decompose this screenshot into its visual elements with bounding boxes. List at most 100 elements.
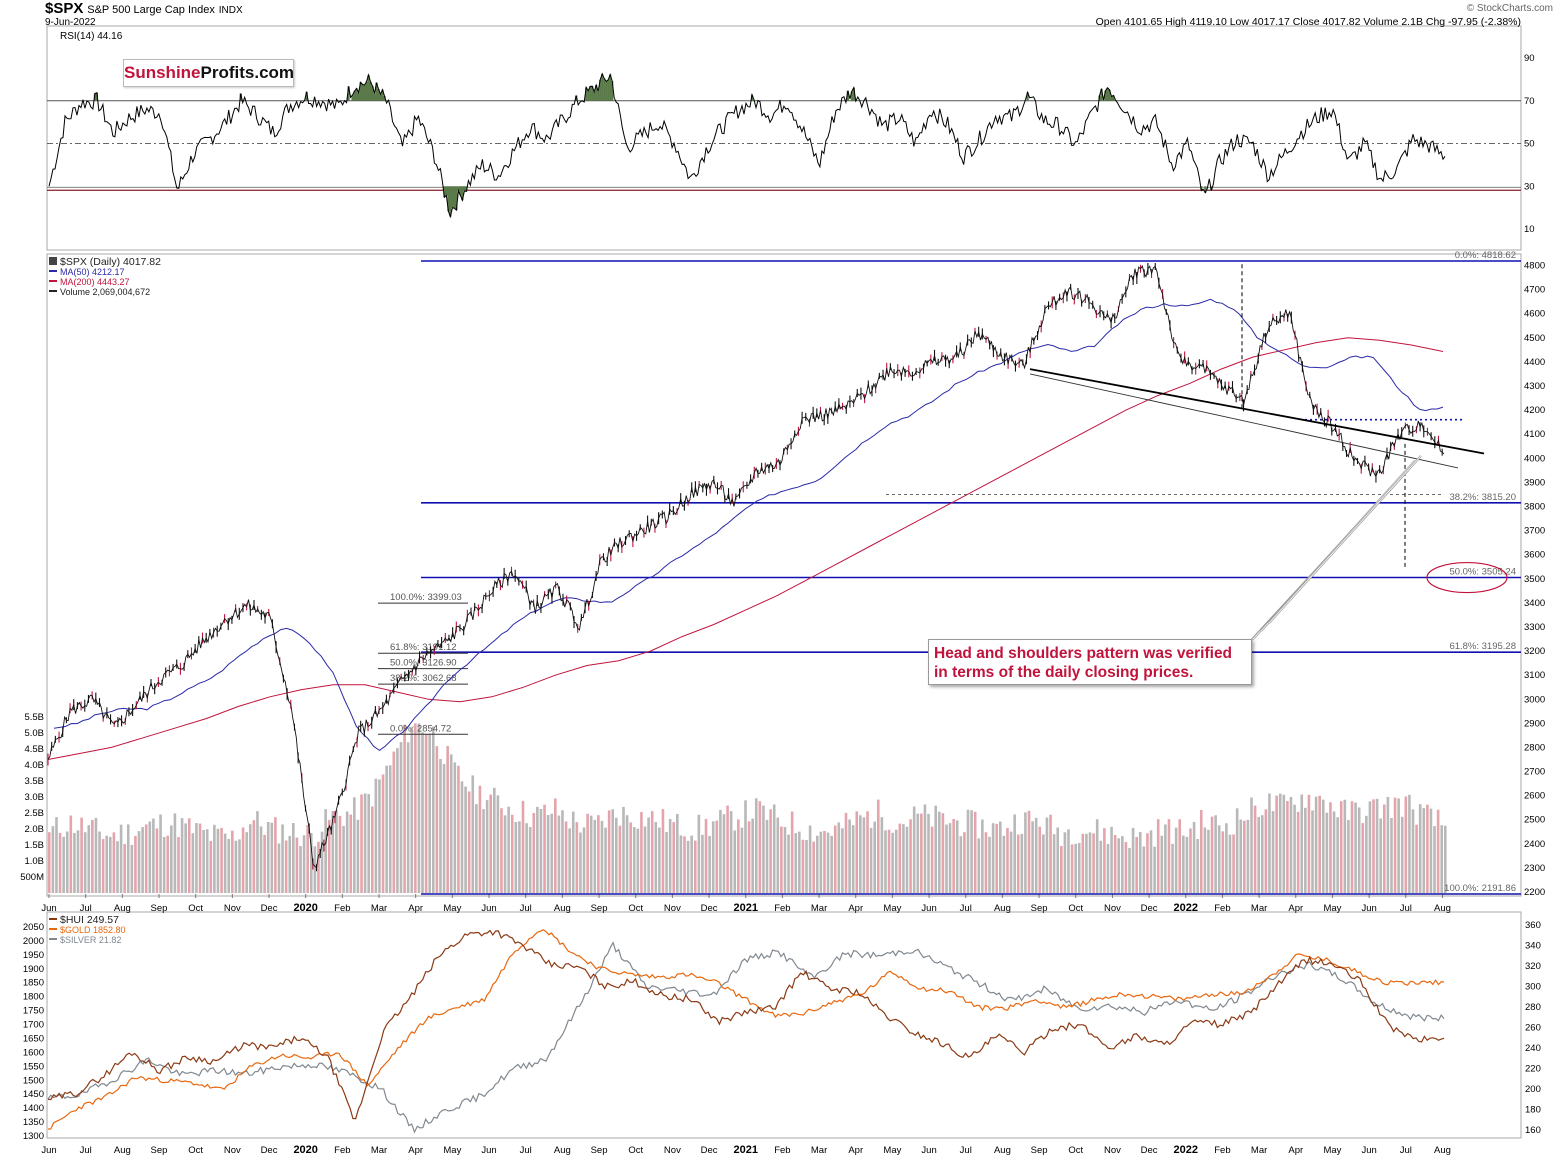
volume-bar	[1153, 846, 1156, 893]
x-tick-label: Jul	[960, 903, 972, 914]
volume-bar	[485, 800, 489, 893]
volume-bar	[532, 813, 536, 893]
volume-bar	[241, 827, 245, 893]
volume-bar	[1390, 817, 1393, 893]
volume-bar	[302, 835, 306, 893]
volume-bar	[180, 818, 184, 893]
volume-bar	[586, 813, 589, 893]
volume-bar	[73, 832, 76, 893]
volume-bar	[1099, 840, 1103, 893]
rsi-tick-label: 30	[1524, 181, 1535, 192]
neckline-main	[1029, 368, 1485, 455]
volume-bar	[320, 831, 324, 893]
volume-bar	[844, 812, 848, 893]
volume-bar	[428, 733, 432, 893]
volume-bar	[1131, 827, 1135, 893]
volume-bar	[1250, 797, 1253, 893]
metals-left-tick: 1700	[23, 1020, 44, 1031]
rsi-tick-label: 70	[1524, 96, 1535, 107]
volume-tick-label: 1.0B	[24, 856, 44, 867]
volume-bar	[704, 818, 708, 893]
volume-bar	[166, 835, 170, 893]
volume-bar	[1185, 836, 1189, 893]
metals-left-tick: 1450	[23, 1089, 44, 1100]
volume-bar	[1293, 804, 1296, 893]
volume-bar	[823, 831, 826, 893]
volume-bar	[1074, 843, 1077, 893]
volume-bar	[187, 818, 191, 893]
volume-bar	[1207, 829, 1210, 893]
volume-bar	[851, 825, 855, 893]
volume-bar	[1034, 817, 1038, 893]
volume-bar	[726, 805, 729, 893]
metals-x-tick-label: Feb	[334, 1145, 350, 1156]
volume-bar	[238, 839, 241, 893]
volume-bar	[1063, 832, 1067, 893]
volume-bar	[367, 794, 370, 893]
volume-bar	[679, 835, 683, 893]
volume-bar	[220, 827, 223, 893]
metals-x-tick-label: Jun	[921, 1145, 936, 1156]
volume-bar	[421, 732, 424, 893]
volume-bar	[1221, 831, 1225, 893]
volume-bar	[625, 815, 629, 893]
volume-bar	[453, 762, 457, 893]
x-tick-label: 2020	[293, 902, 317, 914]
volume-bar	[826, 832, 830, 893]
x-tick-label: May	[883, 903, 901, 914]
volume-bar	[62, 836, 65, 893]
volume-bar	[1135, 836, 1138, 893]
volume-bar	[1354, 802, 1357, 893]
volume-bar	[1024, 812, 1027, 893]
volume-bar	[177, 837, 180, 893]
volume-bar	[898, 823, 902, 893]
stockcharts-credit[interactable]: © StockCharts.com	[1466, 3, 1553, 14]
volume-bar	[1300, 794, 1304, 893]
volume-bar	[1232, 834, 1235, 893]
volume-bar	[607, 810, 611, 893]
volume-bar	[521, 800, 525, 893]
volume-bar	[701, 834, 704, 893]
x-tick-label: Feb	[1214, 903, 1230, 914]
volume-bar	[457, 765, 460, 893]
volume-bar	[1365, 815, 1368, 893]
volume-bar	[959, 836, 963, 893]
volume-bar	[1020, 833, 1024, 893]
volume-bar	[740, 827, 744, 893]
volume-bar	[363, 793, 367, 893]
ohlc-summary: Open 4101.65 High 4119.10 Low 4017.17 Cl…	[1095, 16, 1521, 28]
volume-bar	[1006, 827, 1009, 893]
volume-bar	[399, 742, 403, 893]
volume-bar	[162, 836, 166, 893]
x-tick-label: May	[443, 903, 461, 914]
volume-bar	[708, 835, 711, 893]
price-tick-label: 3700	[1524, 526, 1545, 537]
price-tick-label: 3800	[1524, 501, 1545, 512]
volume-bar	[144, 824, 148, 893]
volume-bar	[1325, 812, 1329, 893]
volume-bar	[762, 805, 765, 893]
volume-bar	[248, 824, 252, 893]
volume-bar	[571, 811, 575, 893]
x-tick-label: Aug	[114, 903, 131, 914]
volume-bar	[1375, 798, 1379, 893]
price-tick-label: 3100	[1524, 670, 1545, 681]
volume-bar	[392, 751, 396, 893]
volume-bar	[636, 828, 640, 893]
metals-x-tick-label: Jun	[41, 1145, 56, 1156]
volume-bar	[973, 811, 977, 893]
metals-right-tick: 220	[1525, 1064, 1541, 1075]
volume-bar	[758, 801, 762, 893]
x-tick-label: Oct	[188, 903, 203, 914]
metals-x-tick-label: 2021	[733, 1144, 757, 1156]
volume-bar	[1156, 819, 1160, 893]
metals-x-tick-label: Feb	[774, 1145, 790, 1156]
price-tick-label: 3000	[1524, 694, 1545, 705]
volume-bar	[1038, 826, 1042, 893]
metals-left-tick: 1550	[23, 1061, 44, 1072]
volume-bar	[414, 723, 417, 893]
rsi-line	[48, 72, 1446, 219]
volume-bar	[388, 765, 392, 893]
volume-bar	[557, 815, 561, 893]
volume-bar	[1171, 843, 1174, 893]
